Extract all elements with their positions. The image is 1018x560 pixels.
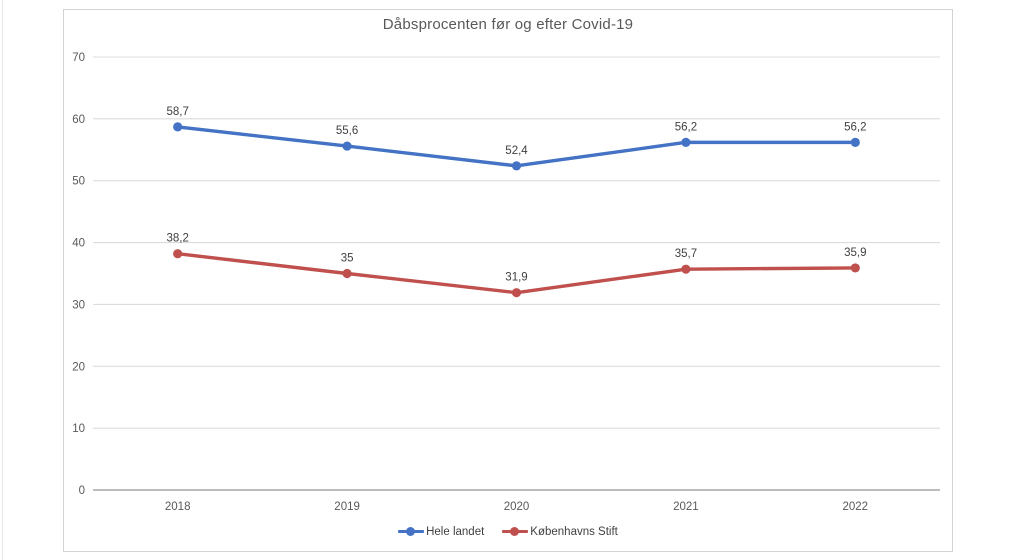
y-tick-label: 70 xyxy=(72,52,85,64)
legend-item: Københavns Stift xyxy=(502,526,618,538)
y-tick-label: 40 xyxy=(72,238,85,250)
data-point-marker xyxy=(850,263,860,273)
legend-item: Hele landet xyxy=(398,526,484,538)
y-tick-label: 60 xyxy=(72,114,85,126)
data-point-marker xyxy=(681,137,691,147)
data-point-marker xyxy=(511,161,522,171)
legend-line-marker-icon xyxy=(502,527,529,537)
y-tick-label: 30 xyxy=(72,299,85,311)
window-edge-line xyxy=(2,0,3,560)
y-tick-label: 10 xyxy=(72,423,85,435)
data-label: 56,2 xyxy=(844,121,866,133)
data-point-marker xyxy=(342,268,352,279)
chart-legend: Hele landet Københavns Stift xyxy=(63,523,953,540)
data-point-marker xyxy=(681,264,691,274)
x-tick-label: 2020 xyxy=(504,501,530,513)
x-tick-label: 2021 xyxy=(673,501,699,513)
data-label: 35,9 xyxy=(844,247,866,259)
x-tick-label: 2019 xyxy=(334,501,360,513)
data-point-marker xyxy=(173,122,183,132)
data-point-marker xyxy=(173,249,183,259)
data-label: 55,6 xyxy=(336,125,358,137)
data-label: 35,7 xyxy=(675,248,697,260)
chart-title: Dåbsprocenten før og efter Covid-19 xyxy=(382,16,634,33)
x-tick-label: 2022 xyxy=(843,501,869,513)
data-label: 31,9 xyxy=(505,272,527,284)
legend-line-marker-icon xyxy=(398,527,425,537)
y-tick-label: 50 xyxy=(72,176,85,188)
data-label: 35 xyxy=(341,253,354,265)
x-tick-label: 2018 xyxy=(165,501,191,513)
y-tick-label: 20 xyxy=(72,361,85,373)
data-label: 52,4 xyxy=(505,145,528,157)
chart-frame xyxy=(63,9,953,552)
data-label: 56,2 xyxy=(675,121,697,133)
data-point-marker xyxy=(850,137,860,147)
y-tick-label: 0 xyxy=(79,485,85,497)
legend-label: Københavns Stift xyxy=(530,525,618,538)
data-point-marker xyxy=(511,288,522,298)
legend-label: Hele landet xyxy=(426,525,485,538)
data-point-marker xyxy=(342,141,352,151)
data-label: 58,7 xyxy=(167,106,189,118)
data-label: 38,2 xyxy=(167,233,189,245)
